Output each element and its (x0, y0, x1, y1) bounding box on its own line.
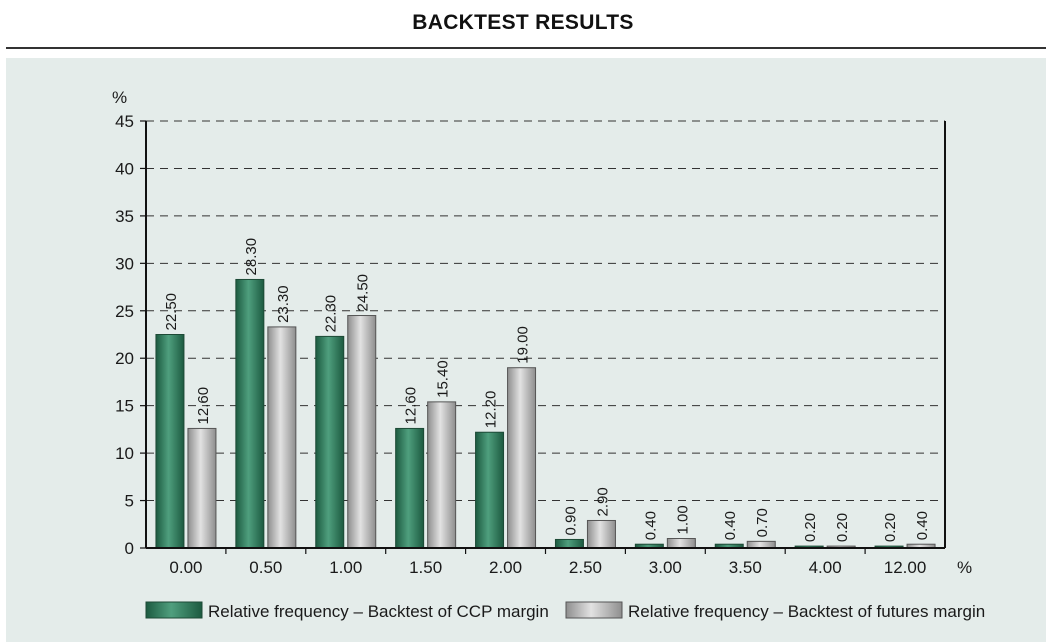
bar-series1 (395, 427, 425, 549)
x-tick-label: 3.50 (729, 558, 762, 577)
data-label: 28.30 (243, 238, 260, 276)
x-tick-label: 4.00 (809, 558, 842, 577)
bar-series1 (235, 278, 265, 549)
data-label: 22.30 (323, 295, 340, 333)
bar-series1 (475, 431, 505, 549)
x-tick-label: 1.00 (329, 558, 362, 577)
axes: 0 5 10 15 20 25 30 35 40 45%% 0.00 0.50 1.00 1.50 2.00… (112, 88, 972, 577)
data-label: 0.20 (834, 513, 851, 542)
y-tick-label: 20 (115, 349, 134, 368)
x-tick-label: 0.00 (169, 558, 202, 577)
bar-series1 (315, 335, 345, 549)
title-rule (6, 47, 1046, 49)
legend-label-series1: Relative frequency – Backtest of CCP mar… (208, 602, 549, 621)
y-tick-label: 10 (115, 444, 134, 463)
data-label: 15.40 (435, 360, 452, 398)
bars (155, 278, 936, 549)
bar-series1 (554, 538, 584, 549)
bar-series2 (347, 315, 377, 549)
bar-series2 (187, 427, 217, 549)
bar-series2 (267, 326, 297, 549)
legend-label-series2: Relative frequency – Backtest of futures… (628, 602, 985, 621)
x-tick-label: 3.00 (649, 558, 682, 577)
data-label: 0.40 (722, 511, 739, 540)
data-label: 0.90 (562, 506, 579, 535)
x-axis-unit: % (957, 558, 972, 577)
x-tick-label: 1.50 (409, 558, 442, 577)
data-label: 24.50 (355, 274, 372, 312)
y-tick-label: 15 (115, 397, 134, 416)
data-label: 1.00 (674, 505, 691, 534)
bar-series2 (666, 538, 696, 549)
y-tick-label: 45 (115, 112, 134, 131)
bar-series2 (427, 401, 457, 549)
x-tick-label: 12.00 (884, 558, 927, 577)
data-label: 12.20 (483, 391, 500, 429)
gridlines (146, 120, 945, 502)
data-label: 2.90 (594, 487, 611, 516)
data-label: 0.20 (802, 513, 819, 542)
y-tick-label: 0 (125, 539, 134, 558)
bar-series1 (155, 334, 185, 549)
y-tick-label: 35 (115, 207, 134, 226)
data-label: 23.30 (275, 285, 292, 323)
x-tick-label: 0.50 (249, 558, 282, 577)
legend-swatch-series1 (145, 601, 203, 619)
legend-swatch-series2 (565, 601, 623, 619)
legend: Relative frequency – Backtest of CCP mar… (145, 601, 985, 621)
y-axis-unit: % (112, 88, 127, 107)
y-tick-label: 25 (115, 302, 134, 321)
chart-title: BACKTEST RESULTS (412, 11, 634, 34)
backtest-bar-chart: 0 5 10 15 20 25 30 35 40 45%% 0.00 0.50 1.00 1.50 2.00… (112, 88, 985, 621)
data-label: 0.70 (754, 508, 771, 537)
y-tick-label: 30 (115, 254, 134, 273)
data-label: 22.50 (163, 293, 180, 331)
data-labels: 22.50 12.60 28.30 23.30 22.30 24.50 12.60 15.40… (163, 238, 931, 542)
y-tick-label: 5 (125, 492, 134, 511)
chart-panel: 0 5 10 15 20 25 30 35 40 45%% 0.00 0.50 1.00 1.50 2.00… (6, 58, 1046, 642)
bar-series2 (507, 367, 537, 549)
data-label: 19.00 (515, 326, 532, 364)
x-tick-label: 2.00 (489, 558, 522, 577)
data-label: 12.60 (403, 387, 420, 425)
data-label: 0.40 (642, 511, 659, 540)
x-tick-label: 2.50 (569, 558, 602, 577)
bar-series2 (586, 519, 616, 549)
data-label: 0.40 (914, 511, 931, 540)
data-label: 12.60 (195, 387, 212, 425)
y-tick-label: 40 (115, 159, 134, 178)
data-label: 0.20 (882, 513, 899, 542)
